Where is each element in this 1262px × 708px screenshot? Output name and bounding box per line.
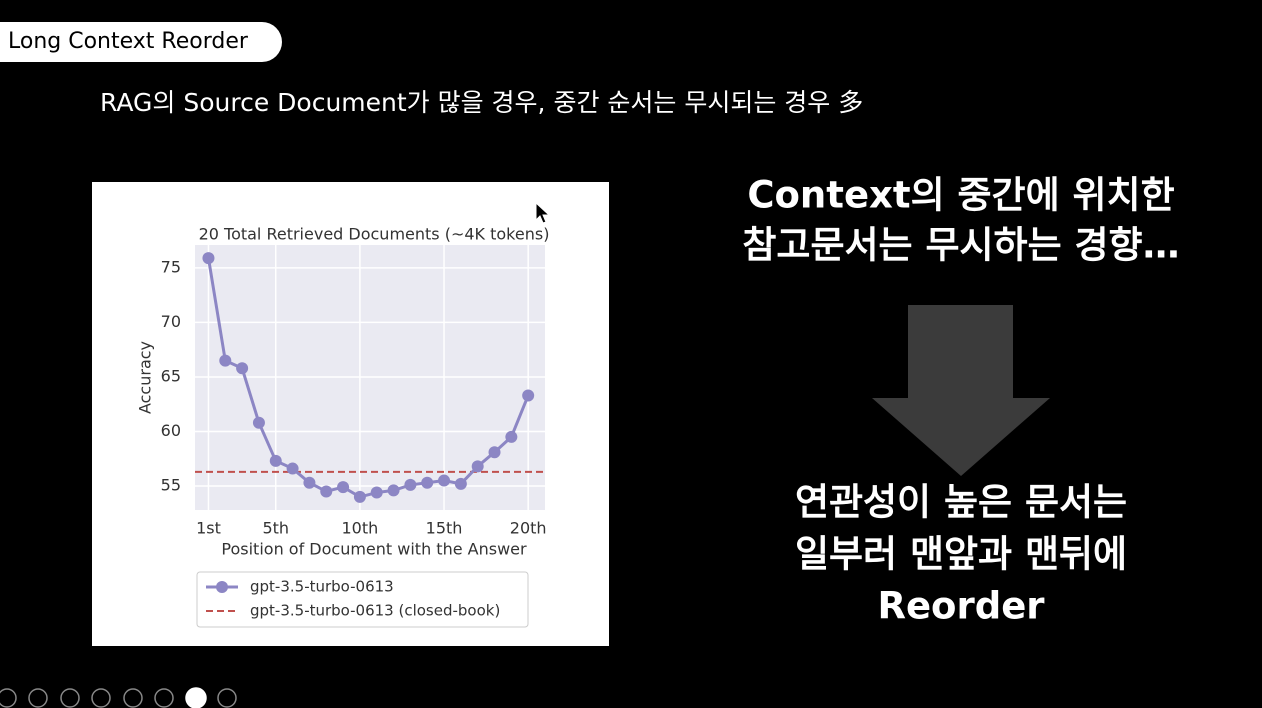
data-point — [286, 462, 299, 475]
conclusion-text: 연관성이 높은 문서는 — [795, 481, 1127, 524]
data-point — [353, 490, 366, 503]
data-point — [505, 430, 518, 443]
callout-text: Context의 중간에 위치한 — [747, 174, 1174, 217]
data-point — [337, 481, 350, 494]
x-tick-label: 15th — [426, 519, 463, 538]
data-point — [370, 486, 383, 499]
y-tick-label: 60 — [161, 421, 181, 440]
data-point — [219, 354, 232, 367]
more-button[interactable] — [217, 688, 237, 708]
data-point — [236, 362, 249, 375]
data-point — [488, 446, 501, 459]
zoom-button[interactable] — [123, 688, 143, 708]
chart: 20 Total Retrieved Documents (~4K tokens… — [136, 225, 550, 628]
down-arrow — [872, 305, 1050, 476]
callout-text: 참고문서는 무시하는 경향… — [742, 224, 1179, 267]
title-pill — [0, 22, 282, 62]
x-tick-label: 5th — [262, 519, 289, 538]
camera-button[interactable] — [185, 687, 207, 708]
next-button[interactable] — [28, 688, 48, 708]
slides-button[interactable] — [91, 688, 111, 708]
x-tick-label: 1st — [196, 519, 221, 538]
x-tick-label: 10th — [342, 519, 379, 538]
y-tick-label: 55 — [161, 476, 181, 495]
y-tick-label: 65 — [161, 366, 181, 385]
data-point — [303, 476, 316, 489]
toolbar — [0, 687, 237, 708]
slide-title: Long Context Reorder — [8, 29, 249, 54]
data-point — [454, 477, 467, 490]
data-point — [404, 478, 417, 491]
legend: gpt-3.5-turbo-0613 gpt-3.5-turbo-0613 (cl… — [196, 571, 529, 628]
y-tick-label: 75 — [161, 257, 181, 276]
data-point — [387, 484, 400, 497]
data-point — [269, 454, 282, 467]
data-point — [438, 474, 451, 487]
subtitle: RAG의 Source Document가 많을 경우, 중간 순서는 무시되는… — [100, 88, 863, 117]
data-point — [320, 485, 333, 498]
legend-box — [196, 571, 529, 628]
legend-label: gpt-3.5-turbo-0613 — [250, 578, 394, 596]
data-point — [471, 460, 484, 473]
subtitles-button[interactable] — [154, 688, 174, 708]
conclusion-text: Reorder — [877, 585, 1045, 628]
conclusion-text: 일부러 맨앞과 맨뒤에 — [795, 533, 1127, 576]
data-point — [202, 252, 215, 265]
prev-button[interactable] — [0, 688, 17, 708]
legend-label: gpt-3.5-turbo-0613 (closed-book) — [250, 602, 500, 620]
data-point — [522, 389, 535, 402]
pen-button[interactable] — [60, 688, 80, 708]
legend-marker — [216, 581, 228, 593]
chart-title: 20 Total Retrieved Documents (~4K tokens… — [199, 225, 550, 244]
data-point — [421, 476, 434, 489]
cursor — [535, 201, 551, 224]
x-tick-label: 20th — [510, 519, 547, 538]
x-axis-label: Position of Document with the Answer — [221, 540, 527, 559]
y-axis-label: Accuracy — [136, 341, 155, 414]
data-point — [252, 416, 265, 429]
y-tick-label: 70 — [161, 312, 181, 331]
